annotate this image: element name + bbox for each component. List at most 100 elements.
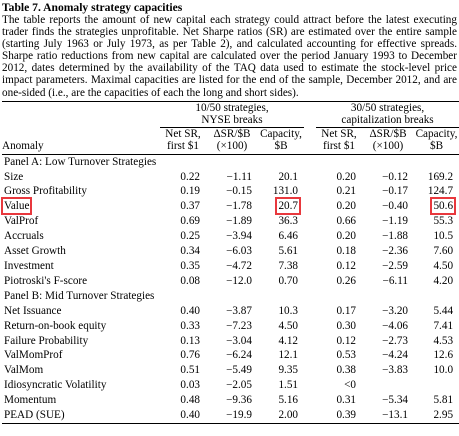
cell-value: 0.21: [336, 185, 357, 198]
group-header: capitalization breaks: [316, 114, 459, 128]
value-cell: 0.12: [316, 334, 362, 349]
header-line: Anomaly: [2, 140, 44, 153]
column-header: Net SR, first $1: [160, 127, 206, 155]
cell-value: 5.16: [278, 394, 299, 407]
value-cell: 4.53: [414, 334, 459, 349]
table-caption: The table reports the amount of new capi…: [2, 14, 457, 99]
cell-value: −6.24: [226, 349, 252, 362]
value-cell: −0.12: [362, 170, 414, 185]
cell-value: −6.03: [226, 245, 252, 258]
cell-value: −9.36: [226, 394, 252, 407]
column-header: ΔSR/$B (×100): [206, 127, 258, 155]
cell-value: −2.05: [226, 379, 252, 392]
table-row: Gross Profitability 0.19 −0.15 131.0 0.21 −0.…: [2, 184, 459, 199]
table-row: Size 0.22 −1.11 20.1 0.20 −0.12 169.2: [2, 170, 459, 185]
value-cell: 0.31: [316, 393, 362, 408]
row-label-cell: Gross Profitability: [2, 184, 160, 199]
row-label: Accruals: [4, 230, 44, 243]
table-row: Value 0.37 −1.78 20.7 0.20 −0.40 50.6: [0, 197, 459, 216]
value-cell: 10.0: [414, 363, 459, 378]
cell-value: −12.0: [226, 274, 252, 287]
group-header: 10/50 strategies,: [160, 100, 305, 115]
cell-value: 2.00: [278, 409, 299, 422]
cell-value: 0.70: [278, 274, 299, 287]
highlighted-cell-value: 50.6: [430, 197, 456, 216]
value-cell: 0.40: [160, 408, 206, 424]
cell-value: −2.36: [382, 245, 409, 258]
table-row: Piotroski's F-score 0.08 −12.0 0.70 0.26 −6.1…: [2, 274, 459, 289]
cell-value: 36.3: [278, 215, 299, 228]
cell-value: −3.94: [226, 230, 252, 243]
cell-value: 10.0: [433, 364, 454, 377]
value-cell: −0.15: [206, 184, 258, 199]
header-line: first $1: [166, 140, 199, 153]
row-label: Piotroski's F-score: [4, 274, 88, 287]
value-cell: 36.3: [258, 214, 304, 229]
value-cell: 0.66: [316, 214, 362, 229]
value-cell: 169.2: [414, 170, 459, 185]
value-cell: 12.1: [258, 348, 304, 363]
value-cell: 0.03: [160, 378, 206, 393]
cell-value: −3.87: [226, 304, 252, 317]
row-label: Return-on-book equity: [4, 319, 107, 332]
cell-value: 0.20: [336, 230, 357, 243]
column-header-row: Anomaly Net SR, first $1 ΔSR/$B (×100) Capaci…: [2, 127, 459, 155]
spacer-cell: [304, 184, 316, 199]
header-line: ΔSR/$B: [213, 127, 251, 140]
value-cell: 4.50: [414, 259, 459, 274]
value-cell: −19.9: [206, 408, 258, 424]
value-cell: −1.78: [206, 199, 258, 214]
table-row: Investment 0.35 −4.72 7.38 0.12 −2.59 4.50: [2, 259, 459, 274]
cell-value: −4.24: [382, 349, 409, 362]
panel-label: Panel B: Mid Turnover Strategies: [4, 289, 155, 302]
value-cell: −13.1: [362, 408, 415, 424]
cell-value: 4.53: [433, 334, 454, 347]
value-cell: 5.81: [414, 393, 459, 408]
cell-value: <0: [344, 379, 357, 392]
cell-value: 0.12: [336, 260, 357, 272]
value-cell: 12.6: [414, 348, 459, 363]
table-row: Return-on-book equity 0.33 −7.23 4.50 0.30 −4…: [2, 319, 459, 334]
cell-value: 0.35: [180, 260, 200, 272]
cell-value: 12.6: [433, 349, 454, 362]
value-cell: 0.53: [316, 348, 362, 363]
spacer-cell: [304, 378, 316, 393]
table-row: Accruals 0.25 −3.94 6.46 0.20 −1.88 10.5: [2, 229, 459, 244]
value-cell: −1.19: [362, 214, 414, 229]
cell-value: −1.88: [382, 230, 409, 243]
value-cell: 0.18: [316, 244, 362, 259]
cell-value: −5.34: [382, 394, 409, 407]
capacity-table: 10/50 strategies, 30/50 strategies, NYSE b…: [0, 100, 459, 424]
value-cell: −12.0: [206, 274, 258, 289]
cell-value: 7.60: [433, 245, 454, 258]
value-cell: −3.87: [206, 304, 258, 319]
row-label: Failure Probability: [4, 334, 89, 347]
cell-value: −0.17: [382, 185, 409, 198]
group-header-row: NYSE breaks capitalization breaks: [2, 114, 459, 128]
cell-value: −2.73: [382, 334, 409, 347]
cell-value: 0.33: [180, 319, 200, 332]
cell-value: −7.23: [226, 319, 252, 332]
spacer-cell: [304, 348, 316, 363]
spacer-cell: [304, 244, 316, 259]
cell-value: 0.34: [180, 245, 200, 258]
cell-value: 0.17: [336, 304, 357, 317]
value-cell: 0.70: [258, 274, 304, 289]
value-cell: 0.13: [160, 334, 206, 349]
value-cell: −2.36: [362, 244, 414, 259]
cell-value: −1.11: [226, 170, 252, 183]
spacer-cell: [2, 100, 160, 115]
spacer-cell: [304, 408, 317, 424]
value-cell: 7.60: [414, 244, 459, 259]
value-cell: −0.17: [362, 184, 414, 199]
table-row: PEAD (SUE) 0.40 −19.9 2.00 0.39 −13.1 2.95: [2, 408, 459, 424]
cell-value: −0.12: [382, 170, 409, 183]
value-cell: 0.12: [316, 259, 362, 274]
spacer-cell: [304, 259, 316, 274]
cell-value: 0.19: [180, 185, 200, 198]
row-label-cell: ValMom: [2, 363, 160, 378]
value-cell: −6.11: [362, 274, 414, 289]
value-cell: 4.50: [258, 319, 304, 334]
value-cell: 2.95: [414, 408, 459, 424]
value-cell: 1.51: [258, 378, 304, 393]
